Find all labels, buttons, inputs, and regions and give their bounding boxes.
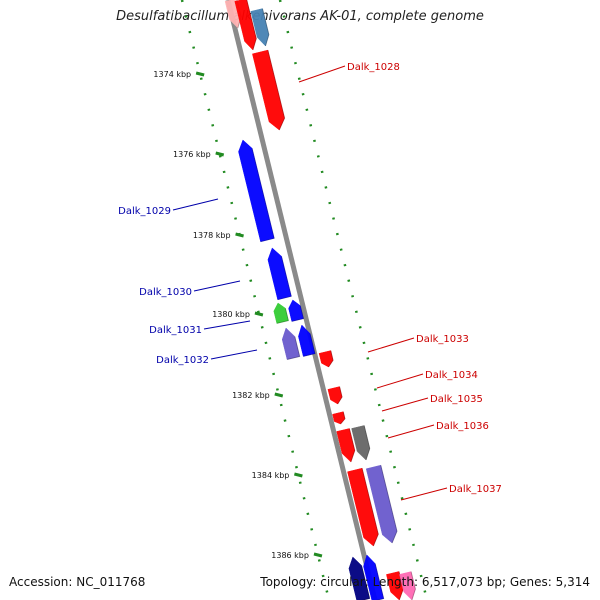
gene-leader-line <box>376 373 424 389</box>
genes-label: Genes: <box>509 575 552 589</box>
gene-arrow-edge <box>340 411 346 425</box>
kbp-tick-label: 1382 kbp <box>232 391 270 400</box>
gene-arrow[interactable] <box>234 0 257 51</box>
gene-arrow[interactable] <box>273 302 289 324</box>
gene-arrow[interactable] <box>250 8 270 47</box>
kbp-tick-mark <box>274 392 284 398</box>
gene-arrow[interactable] <box>399 571 416 600</box>
gene-arrow[interactable] <box>332 411 346 425</box>
gene-arrow[interactable] <box>281 327 301 360</box>
gene-arrow-edge <box>361 565 371 600</box>
gene-arrow[interactable] <box>363 554 385 600</box>
gene-arrow-edge <box>267 49 286 131</box>
gene-arrow-edge <box>251 148 275 243</box>
gene-label[interactable]: Dalk_1031 <box>149 325 202 336</box>
topology-label: Topology: <box>260 575 317 589</box>
backbone-line <box>225 0 378 600</box>
gene-arrow[interactable] <box>238 139 275 243</box>
genome-info-text: Topology: circular; Length: 6,517,073 bp… <box>260 575 590 589</box>
kbp-tick-label: 1378 kbp <box>193 231 231 240</box>
gene-arrow-edge <box>303 333 316 357</box>
gene-arrow-edge <box>337 386 343 405</box>
gene-arrow[interactable] <box>298 324 316 357</box>
gene-label[interactable]: Dalk_1032 <box>156 355 209 366</box>
gene-leader-line <box>381 397 429 412</box>
kbp-tick-mark <box>254 311 264 317</box>
kbp-tick-label: 1384 kbp <box>252 471 290 480</box>
gene-arrow[interactable] <box>336 428 356 463</box>
kbp-tick-mark <box>195 71 205 77</box>
gene-leader-line <box>193 280 241 292</box>
gene-arrow-edge <box>363 425 371 461</box>
accession-text: Accession: NC_011768 <box>9 575 145 589</box>
labels: 1374 kbp 1376 kbp 1378 kbp 1380 kbp 1382 kbp… <box>118 62 502 560</box>
gene-label[interactable]: Dalk_1028 <box>347 62 400 73</box>
gene-arrow[interactable] <box>348 556 371 600</box>
gene-label[interactable]: Dalk_1036 <box>436 421 489 432</box>
tick-dots <box>180 0 429 600</box>
kbp-tick-label: 1386 kbp <box>271 551 309 560</box>
gene-arrow-edge <box>286 336 301 360</box>
gene-arrow-edge <box>348 428 356 463</box>
gene-arrow[interactable] <box>267 247 292 301</box>
gene-arrow-edge <box>361 468 379 547</box>
gene-arrow-edge <box>276 308 290 324</box>
length-value: 6,517,073 bp; <box>421 575 507 589</box>
gene-arrow-edge <box>374 563 385 600</box>
gene-arrow-edge <box>380 465 398 544</box>
leader-lines <box>172 65 448 501</box>
gene-label[interactable]: Dalk_1033 <box>416 334 469 345</box>
topology-value: circular; <box>320 575 369 589</box>
kbp-tick-mark <box>235 232 244 238</box>
gene-label[interactable]: Dalk_1037 <box>449 484 502 495</box>
gene-arrow-edge <box>291 305 305 322</box>
kbp-tick-label: 1376 kbp <box>173 150 211 159</box>
accession-value: NC_011768 <box>76 575 146 589</box>
gene-leader-line <box>400 487 448 501</box>
gene-leader-line <box>298 65 346 83</box>
gene-label[interactable]: Dalk_1035 <box>430 394 483 405</box>
kbp-tick-label: 1374 kbp <box>153 70 191 79</box>
gene-arrow-edge <box>262 8 270 47</box>
gene-label[interactable]: Dalk_1029 <box>118 206 171 217</box>
kbp-tick-label: 1380 kbp <box>212 310 250 319</box>
gene-arrow[interactable] <box>327 386 343 405</box>
gene-arrow-edge <box>246 0 257 51</box>
gene-arrow[interactable] <box>318 350 334 368</box>
gene-arrow[interactable] <box>365 464 398 544</box>
gene-leader-line <box>367 337 415 353</box>
gene-leader-line <box>172 198 219 211</box>
genes <box>224 0 416 600</box>
gene-leader-line <box>203 320 251 330</box>
kbp-tick-mark <box>313 552 323 558</box>
gene-label[interactable]: Dalk_1034 <box>425 370 478 381</box>
gene-arrow[interactable] <box>351 425 371 461</box>
gene-arrow-edge <box>410 571 416 600</box>
gene-arrow[interactable] <box>288 299 304 322</box>
gene-arrow[interactable] <box>347 467 379 547</box>
length-label: Length: <box>372 575 419 589</box>
gene-label[interactable]: Dalk_1030 <box>139 287 192 298</box>
kbp-tick-mark <box>215 151 225 157</box>
gene-leader-line <box>210 349 258 360</box>
gene-leader-line <box>387 424 435 439</box>
gene-arrow-edge <box>328 350 334 368</box>
gene-arrow-edge <box>277 256 292 301</box>
genes-value: 5,314 <box>555 575 590 589</box>
kbp-tick-mark <box>294 472 303 478</box>
map-title: Desulfatibacillum alkenivorans AK-01, co… <box>116 9 484 24</box>
gene-arrow[interactable] <box>386 571 404 600</box>
gene-arrow[interactable] <box>252 49 285 131</box>
tick-dots-left <box>180 0 331 600</box>
accession-label: Accession: <box>9 575 73 589</box>
